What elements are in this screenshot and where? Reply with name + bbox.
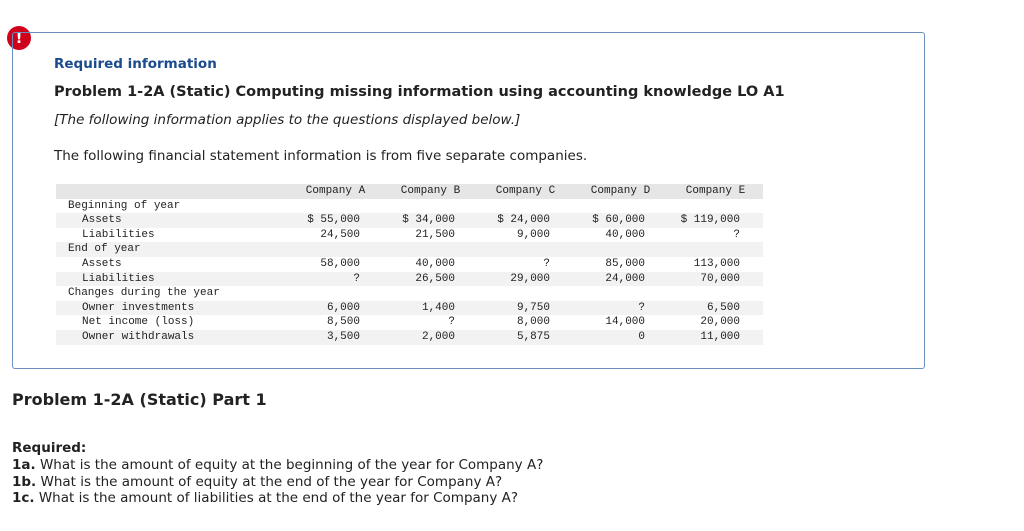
cell-value: $ 55,000: [307, 214, 360, 227]
question-id: 1a.: [12, 457, 36, 473]
question: 1b. What is the amount of equity at the …: [12, 474, 502, 490]
cell-value: ?: [543, 257, 550, 270]
table-row: Assets 58,000 40,000? 85,000 113,000: [56, 257, 763, 272]
cell-value: $ 24,000: [497, 214, 550, 227]
cell-value: 2,000: [421, 330, 455, 343]
alert-icon: !: [7, 26, 31, 50]
table-row: Liabilities 24,500 21,500 9,000 40,000?: [56, 228, 763, 243]
cell-value: 11,000: [700, 330, 740, 343]
row-label: Changes during the year: [68, 287, 220, 300]
row-label: End of year: [68, 243, 141, 256]
cell-value: 8,500: [326, 316, 360, 329]
column-header: Company B: [400, 185, 461, 197]
question-text: What is the amount of liabilities at the…: [38, 490, 519, 506]
table-row: Owner withdrawals 3,500 2,000 5,875 0 11,000: [56, 329, 763, 345]
heading: Required information: [54, 56, 217, 72]
row-label: Owner investments: [82, 301, 195, 314]
cell-value: ?: [638, 301, 645, 314]
column-header: Company A: [305, 185, 366, 197]
cell-value: 5,875: [516, 330, 550, 343]
cell-value: 113,000: [693, 257, 740, 270]
cell-value: 6,000: [326, 301, 360, 314]
question: 1c. What is the amount of liabilities at…: [12, 490, 518, 506]
cell-value: 9,750: [516, 301, 550, 314]
header-row: Company A Company B Company C Company D Comp…: [56, 184, 763, 199]
cell-value: $ 60,000: [592, 214, 645, 227]
table-row: Owner investments 6,000 1,400 9,750? 6,500: [56, 300, 763, 316]
question-id: 1b.: [12, 473, 37, 490]
row-label: Net income (loss): [82, 316, 195, 329]
cell-value: ?: [733, 228, 740, 241]
cell-value: 9,000: [516, 228, 550, 241]
table-row: Net income (loss) 8,500? 8,000 14,000 20,000: [56, 315, 763, 330]
cell-value: 70,000: [700, 272, 740, 285]
cell-value: 8,000: [516, 316, 550, 329]
part-title: Problem 1-2A (Static) Part 1: [12, 390, 267, 409]
question-id: 1c.: [12, 490, 35, 506]
note: [The following information applies to th…: [54, 112, 521, 128]
question-text: What is the amount of equity at the end …: [40, 473, 503, 490]
row-label: Assets: [82, 257, 122, 270]
cell-value: 0: [638, 330, 645, 343]
table-row: Beginning of year: [56, 199, 763, 214]
column-header: Company C: [495, 185, 556, 197]
cell-value: 29,000: [510, 272, 550, 285]
info-box: [12, 32, 925, 369]
cell-value: 26,500: [415, 272, 455, 285]
cell-value: 3,500: [326, 330, 360, 343]
cell-value: 20,000: [700, 316, 740, 329]
row-label: Liabilities: [82, 228, 155, 241]
question: 1a. What is the amount of equity at the …: [12, 457, 543, 473]
cell-value: 24,000: [605, 272, 645, 285]
cell-value: ?: [353, 272, 360, 285]
column-header: Company E: [685, 185, 746, 197]
row-label: Assets: [82, 214, 122, 227]
table-row: Liabilities? 26,500 29,000 24,000 70,000: [56, 271, 763, 287]
cell-value: 21,500: [415, 228, 455, 241]
required-label: Required:: [12, 440, 87, 456]
cell-value: $ 119,000: [680, 214, 740, 227]
cell-value: 24,500: [320, 228, 360, 241]
cell-value: 40,000: [605, 228, 645, 241]
question-text: What is the amount of equity at the begi…: [39, 457, 544, 473]
cell-value: 40,000: [415, 257, 455, 270]
cell-value: 6,500: [706, 301, 740, 314]
intro: The following financial statement inform…: [54, 148, 588, 164]
table-row: End of year: [56, 242, 763, 257]
row-label: Beginning of year: [68, 199, 181, 212]
table-row: Changes during the year: [56, 286, 763, 301]
cell-value: $ 34,000: [402, 214, 455, 227]
cell-value: 1,400: [421, 301, 455, 314]
row-label: Owner withdrawals: [82, 330, 195, 343]
row-label: Liabilities: [82, 272, 155, 285]
table: Company A Company B Company C Company D Comp…: [56, 184, 763, 345]
table-row: Assets $ 55,000 $ 34,000 $ 24,000 $ 60,000 $ …: [56, 213, 763, 228]
cell-value: 14,000: [605, 316, 645, 329]
title: Problem 1-2A (Static) Computing missing …: [54, 84, 785, 100]
column-header: Company D: [590, 185, 651, 197]
cell-value: 85,000: [605, 257, 645, 270]
cell-value: 58,000: [320, 257, 360, 270]
cell-value: ?: [448, 316, 455, 329]
